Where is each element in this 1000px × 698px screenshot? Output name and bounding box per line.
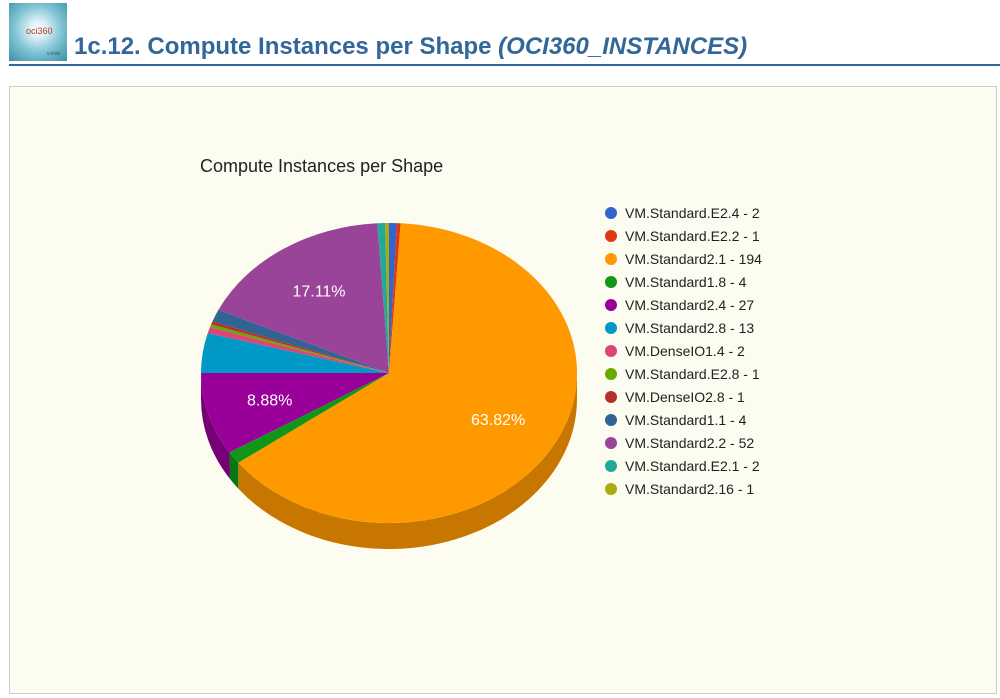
chart-title: Compute Instances per Shape xyxy=(200,156,444,176)
pie-slice-5[interactable] xyxy=(201,333,389,373)
logo-small-text: v.note xyxy=(47,51,61,57)
page-title-table-name: (OCI360_INSTANCES) xyxy=(498,33,748,60)
legend-swatch xyxy=(605,344,617,357)
legend-swatch xyxy=(605,459,617,472)
legend-item[interactable]: VM.Standard2.1 - 194 xyxy=(605,247,762,270)
legend-swatch xyxy=(605,275,617,288)
legend-swatch xyxy=(605,367,617,380)
legend-label: VM.Standard1.8 - 4 xyxy=(625,273,747,290)
legend-label: VM.Standard1.1 - 4 xyxy=(625,411,747,428)
legend-label: VM.Standard2.4 - 27 xyxy=(625,296,755,313)
legend-swatch xyxy=(605,482,617,495)
legend-item[interactable]: VM.Standard2.2 - 52 xyxy=(605,431,762,454)
pie-slice-6[interactable] xyxy=(207,327,389,373)
legend-label: VM.Standard.E2.4 - 2 xyxy=(625,204,760,221)
pie-slice-0[interactable] xyxy=(389,223,397,373)
pie-slice-label-10: 17.11% xyxy=(292,283,345,300)
legend-item[interactable]: VM.Standard2.16 - 1 xyxy=(605,477,762,500)
pie-slice-2[interactable] xyxy=(238,223,578,523)
pie-side-3 xyxy=(229,452,239,489)
legend-item[interactable]: VM.Standard.E2.4 - 2 xyxy=(605,201,762,224)
legend-item[interactable]: VM.Standard1.8 - 4 xyxy=(605,270,762,293)
pie-chart: 63.82% 8.88% 17.11% xyxy=(201,223,578,549)
legend-swatch xyxy=(605,321,617,334)
legend-swatch xyxy=(605,390,617,403)
legend-swatch xyxy=(605,229,617,242)
logo-text: oci360 xyxy=(26,26,53,36)
pie-slice-9[interactable] xyxy=(212,309,389,373)
pie-slice-4[interactable] xyxy=(201,373,389,453)
page-title-main: 1c.12. Compute Instances per Shape xyxy=(74,33,499,60)
legend-item[interactable]: VM.Standard1.1 - 4 xyxy=(605,408,762,431)
legend-swatch xyxy=(605,436,617,449)
legend-swatch xyxy=(605,298,617,311)
pie-slice-3[interactable] xyxy=(229,373,389,463)
legend-label: VM.DenseIO1.4 - 2 xyxy=(625,342,745,359)
legend-label: VM.DenseIO2.8 - 1 xyxy=(625,388,745,405)
legend-label: VM.Standard.E2.2 - 1 xyxy=(625,227,760,244)
pie-slice-12[interactable] xyxy=(385,223,389,373)
legend-swatch xyxy=(605,252,617,265)
legend-item[interactable]: VM.Standard.E2.8 - 1 xyxy=(605,362,762,385)
pie-side-walls xyxy=(201,373,578,549)
legend-label: VM.Standard2.1 - 194 xyxy=(625,250,762,267)
pie-slice-label-4: 8.88% xyxy=(247,392,292,409)
chart-legend: VM.Standard.E2.4 - 2 VM.Standard.E2.2 - 1… xyxy=(605,201,762,500)
legend-label: VM.Standard.E2.8 - 1 xyxy=(625,365,760,382)
oci360-logo: oci360 v.note xyxy=(9,3,67,61)
pie-slice-7[interactable] xyxy=(209,324,389,373)
legend-label: VM.Standard2.8 - 13 xyxy=(625,319,755,336)
pie-slice-11[interactable] xyxy=(377,223,389,373)
pie-slices xyxy=(201,223,578,523)
pie-side-4 xyxy=(201,373,230,479)
legend-item[interactable]: VM.Standard2.8 - 13 xyxy=(605,316,762,339)
pie-slice-label-2: 63.82% xyxy=(471,412,525,429)
pie-slice-1[interactable] xyxy=(389,223,401,373)
header-divider xyxy=(9,64,1000,66)
page-title: 1c.12. Compute Instances per Shape (OCI3… xyxy=(74,33,747,61)
chart-panel: Compute Instances per Shape 63.82% 8.88% 1… xyxy=(9,86,997,694)
legend-item[interactable]: VM.Standard.E2.2 - 1 xyxy=(605,224,762,247)
legend-swatch xyxy=(605,413,617,426)
legend-item[interactable]: VM.Standard.E2.1 - 2 xyxy=(605,454,762,477)
legend-swatch xyxy=(605,206,617,219)
legend-label: VM.Standard2.16 - 1 xyxy=(625,480,755,497)
legend-label: VM.Standard2.2 - 52 xyxy=(625,434,755,451)
legend-item[interactable]: VM.DenseIO1.4 - 2 xyxy=(605,339,762,362)
pie-labels: 63.82% 8.88% 17.11% xyxy=(247,283,525,429)
legend-item[interactable]: VM.Standard2.4 - 27 xyxy=(605,293,762,316)
pie-slice-8[interactable] xyxy=(211,321,389,373)
pie-side-2 xyxy=(238,373,578,549)
legend-item[interactable]: VM.DenseIO2.8 - 1 xyxy=(605,385,762,408)
legend-label: VM.Standard.E2.1 - 2 xyxy=(625,457,760,474)
pie-slice-10[interactable] xyxy=(218,223,389,373)
